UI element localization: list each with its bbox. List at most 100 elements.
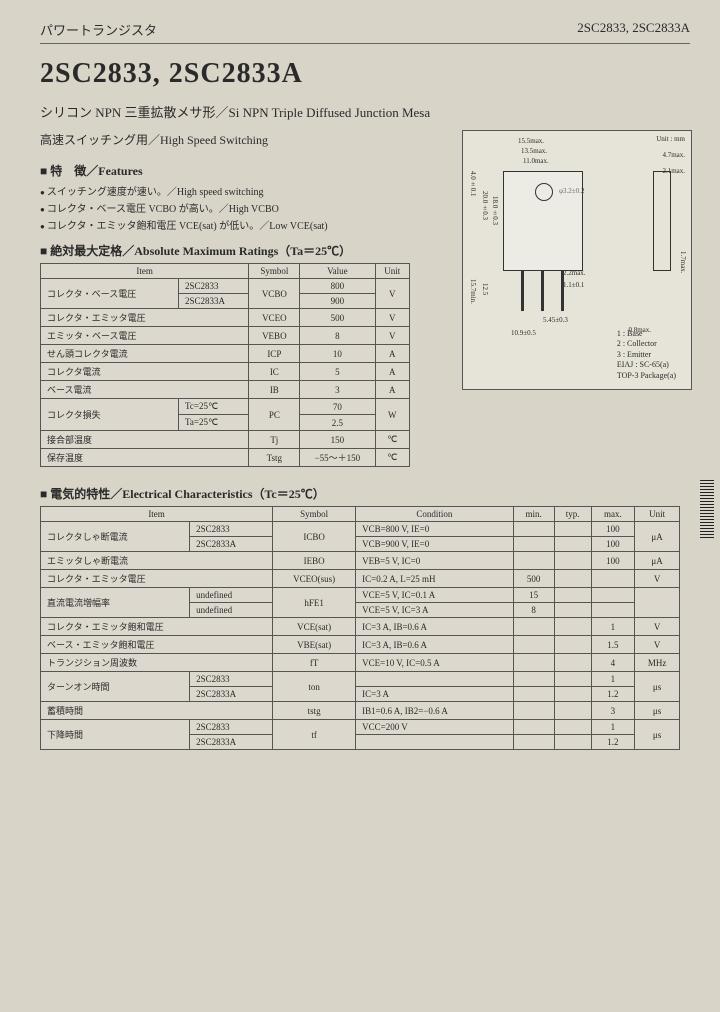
table-cell (513, 618, 554, 636)
table-cell: IEBO (273, 552, 356, 570)
col-header: Symbol (273, 507, 356, 522)
table-cell: V (375, 327, 410, 345)
dim: 1.7max. (679, 251, 687, 274)
table-cell: コレクタ・ベース電圧 (41, 279, 179, 309)
table-cell: 70 (300, 399, 375, 415)
table-cell: 150 (300, 431, 375, 449)
table-cell: W (375, 399, 410, 431)
table-cell (554, 735, 591, 750)
pin-legend: 1 : Base 2 : Collector 3 : Emitter EIAJ … (617, 329, 676, 381)
col-header: typ. (554, 507, 591, 522)
table-cell: Tstg (249, 449, 300, 467)
table-cell: V (635, 570, 680, 588)
col-header: Value (300, 264, 375, 279)
table-cell: ℃ (375, 449, 410, 467)
table-cell: 1.2 (591, 687, 635, 702)
table-cell: 下降時間 (41, 720, 190, 750)
table-cell: トランジション周波数 (41, 654, 273, 672)
dim: 20.0±0.3 (481, 191, 489, 220)
elec-heading: 電気的特性／Electrical Characteristics（Tc＝25℃） (40, 485, 690, 502)
table-cell: μs (635, 672, 680, 702)
abs-max-table: Item Symbol Value Unit コレクタ・ベース電圧2SC2833… (40, 263, 410, 467)
table-cell: μs (635, 702, 680, 720)
table-cell: 2SC2833A (190, 735, 273, 750)
pin-label: 3 : Emitter (617, 350, 676, 360)
table-cell: IC (249, 363, 300, 381)
col-header: Unit (635, 507, 680, 522)
table-cell: 4 (591, 654, 635, 672)
category-label: パワートランジスタ (40, 20, 157, 39)
table-cell: V (635, 618, 680, 636)
table-cell (513, 735, 554, 750)
dim: 11.0max. (523, 157, 549, 165)
table-cell: V (635, 636, 680, 654)
table-cell: VCC=200 V (356, 720, 513, 735)
elec-char-table: Item Symbol Condition min. typ. max. Uni… (40, 506, 680, 750)
table-cell: −55～＋150 (300, 449, 375, 467)
table-cell (513, 702, 554, 720)
table-cell: fT (273, 654, 356, 672)
table-cell: 500 (300, 309, 375, 327)
table-cell: IC=3 A, IB=0.6 A (356, 636, 513, 654)
table-cell: 100 (591, 522, 635, 537)
table-cell (513, 636, 554, 654)
subtitle: シリコン NPN 三重拡散メサ形／Si NPN Triple Diffused … (40, 102, 690, 121)
table-cell (513, 672, 554, 687)
package-side-view (653, 171, 671, 271)
dim: 5.45±0.3 (543, 316, 568, 324)
table-cell: 2SC2833 (179, 279, 249, 294)
table-cell: ベース電流 (41, 381, 249, 399)
package-lead (521, 271, 524, 311)
table-cell: 2SC2833A (179, 294, 249, 309)
table-cell: ICBO (273, 522, 356, 552)
table-cell: IC=0.2 A, L=25 mH (356, 570, 513, 588)
table-cell: hFE1 (273, 588, 356, 618)
table-cell: VCE=5 V, IC=0.1 A (356, 588, 513, 603)
table-cell: A (375, 381, 410, 399)
col-header: min. (513, 507, 554, 522)
table-cell: undefined (190, 588, 273, 603)
table-cell: Tj (249, 431, 300, 449)
dim: 13.5max. (521, 147, 547, 155)
table-cell (554, 552, 591, 570)
package-lead (561, 271, 564, 311)
table-cell (513, 552, 554, 570)
table-cell: VCE=10 V, IC=0.5 A (356, 654, 513, 672)
dim: 4.0±0.1 (469, 171, 477, 197)
col-header: Item (41, 507, 273, 522)
col-header: Symbol (249, 264, 300, 279)
table-cell: VCEO (249, 309, 300, 327)
table-cell: VCB=900 V, IE=0 (356, 537, 513, 552)
table-cell (513, 654, 554, 672)
package-hole (535, 183, 553, 201)
table-cell: 1 (591, 672, 635, 687)
table-cell: 900 (300, 294, 375, 309)
table-cell: ICP (249, 345, 300, 363)
table-cell: V (375, 279, 410, 309)
col-header: Item (41, 264, 249, 279)
table-cell: MHz (635, 654, 680, 672)
table-cell (513, 720, 554, 735)
table-cell (554, 702, 591, 720)
table-cell: VCE(sat) (273, 618, 356, 636)
table-cell: コレクタ・エミッタ飽和電圧 (41, 618, 273, 636)
table-cell: 1.5 (591, 636, 635, 654)
header-partnos: 2SC2833, 2SC2833A (577, 20, 690, 39)
table-cell (554, 588, 591, 603)
table-cell: Ta=25℃ (179, 415, 249, 431)
table-cell: PC (249, 399, 300, 431)
table-cell (635, 588, 680, 618)
page-title: 2SC2833, 2SC2833A (40, 58, 690, 90)
table-cell (554, 570, 591, 588)
table-cell: 保存温度 (41, 449, 249, 467)
table-cell: エミッタしゃ断電流 (41, 552, 273, 570)
table-cell: 100 (591, 537, 635, 552)
table-cell: 15 (513, 588, 554, 603)
col-header: Condition (356, 507, 513, 522)
col-header: max. (591, 507, 635, 522)
table-cell: 10 (300, 345, 375, 363)
table-cell: 1.2 (591, 735, 635, 750)
table-cell: Tc=25℃ (179, 399, 249, 415)
table-cell: 100 (591, 552, 635, 570)
table-cell (591, 603, 635, 618)
